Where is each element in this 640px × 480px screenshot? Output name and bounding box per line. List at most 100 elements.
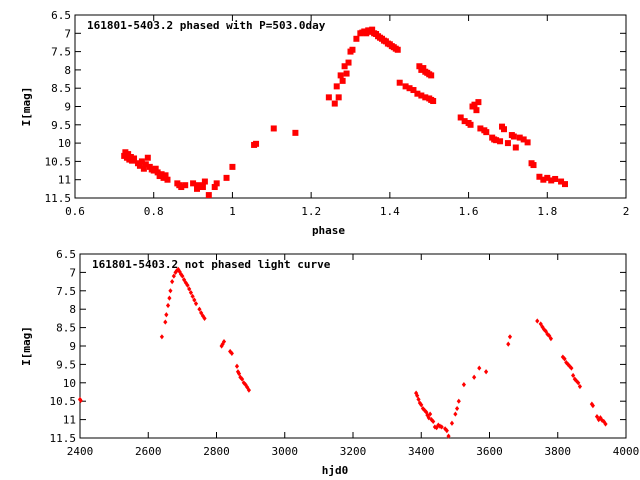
x-tick-label: 3400 bbox=[408, 445, 435, 458]
data-point bbox=[211, 184, 218, 191]
data-point bbox=[543, 328, 548, 334]
data-point bbox=[449, 420, 455, 426]
data-point bbox=[140, 165, 147, 172]
data-point bbox=[142, 161, 149, 168]
x-tick-label: 1.2 bbox=[301, 205, 321, 218]
data-point bbox=[510, 133, 517, 140]
data-point bbox=[516, 134, 523, 141]
y-tick-label: 9 bbox=[69, 340, 76, 353]
data-point bbox=[221, 338, 227, 345]
data-point bbox=[335, 94, 342, 101]
data-point bbox=[349, 46, 356, 53]
y-tick-label: 10.5 bbox=[50, 395, 77, 408]
data-point bbox=[456, 398, 461, 404]
x-tick-label: 2600 bbox=[135, 445, 162, 458]
data-point bbox=[144, 154, 151, 161]
y-tick-label: 11 bbox=[63, 414, 76, 427]
data-point bbox=[493, 137, 500, 144]
x-tick-label: 1.4 bbox=[380, 205, 400, 218]
data-point bbox=[192, 297, 197, 303]
data-point bbox=[199, 184, 206, 191]
data-point bbox=[325, 94, 332, 101]
data-point bbox=[562, 356, 567, 362]
y-tick-label: 8.5 bbox=[56, 322, 76, 335]
data-point bbox=[461, 118, 468, 125]
data-point bbox=[429, 417, 434, 423]
unphased-chart-points bbox=[77, 266, 608, 439]
data-point bbox=[507, 334, 513, 340]
data-point bbox=[163, 319, 168, 325]
data-point bbox=[353, 35, 360, 42]
phased-chart-points bbox=[121, 26, 568, 199]
data-point bbox=[200, 313, 205, 319]
data-point bbox=[601, 418, 606, 425]
unphased-chart-y-label: I[mag] bbox=[20, 326, 33, 366]
y-tick-label: 8.5 bbox=[51, 82, 71, 95]
phased-chart-x-label: phase bbox=[312, 224, 345, 237]
x-tick-label: 3600 bbox=[476, 445, 503, 458]
x-tick-label: 3800 bbox=[545, 445, 572, 458]
data-point bbox=[337, 72, 344, 79]
x-tick-label: 2400 bbox=[67, 445, 94, 458]
data-point bbox=[420, 65, 427, 72]
data-point bbox=[598, 415, 603, 421]
y-tick-label: 6.5 bbox=[56, 248, 76, 261]
data-point bbox=[444, 428, 449, 434]
data-point bbox=[197, 306, 202, 312]
phased-chart-x-axis: 0.6 0.8 1 1.2 1.4 1.6 1.8 2 bbox=[65, 15, 629, 218]
data-point bbox=[193, 301, 199, 307]
data-point bbox=[432, 424, 437, 430]
data-point bbox=[453, 411, 458, 417]
y-tick-label: 7.5 bbox=[51, 46, 71, 59]
data-point bbox=[178, 184, 185, 191]
y-tick-label: 11 bbox=[58, 174, 71, 187]
data-point bbox=[396, 79, 403, 86]
data-point bbox=[241, 380, 246, 386]
data-point bbox=[182, 182, 189, 189]
data-point bbox=[170, 279, 175, 285]
data-point bbox=[548, 336, 554, 342]
data-point bbox=[410, 87, 417, 94]
data-point bbox=[180, 273, 185, 279]
data-point bbox=[484, 369, 489, 375]
phased-chart-y-label: I[mag] bbox=[20, 87, 33, 127]
data-point bbox=[194, 185, 201, 192]
data-point bbox=[138, 158, 145, 165]
data-point bbox=[167, 295, 172, 301]
data-point bbox=[497, 138, 504, 145]
data-point bbox=[475, 99, 482, 106]
data-point bbox=[418, 92, 425, 99]
data-point bbox=[171, 273, 176, 279]
y-tick-label: 7 bbox=[69, 266, 76, 279]
data-point bbox=[369, 26, 376, 33]
data-point bbox=[202, 315, 207, 321]
data-point bbox=[236, 371, 242, 377]
y-tick-label: 6.5 bbox=[51, 9, 71, 22]
data-point bbox=[577, 383, 583, 390]
data-point bbox=[165, 302, 171, 309]
y-tick-label: 10 bbox=[63, 377, 76, 390]
data-point bbox=[201, 178, 208, 185]
data-point bbox=[430, 98, 437, 105]
data-point bbox=[416, 396, 421, 402]
data-point bbox=[406, 85, 413, 92]
data-point bbox=[477, 365, 482, 371]
unphased-chart-x-axis: 2400 2600 2800 3000 3200 3400 3600 3800 4000 bbox=[67, 254, 639, 458]
data-point bbox=[228, 348, 233, 355]
data-point bbox=[542, 326, 547, 333]
data-point bbox=[414, 90, 421, 97]
data-point bbox=[446, 433, 451, 439]
data-point bbox=[590, 403, 595, 409]
data-point bbox=[154, 169, 161, 176]
data-point bbox=[159, 334, 164, 340]
data-point bbox=[345, 59, 352, 66]
data-point bbox=[524, 139, 531, 146]
data-point bbox=[152, 165, 159, 172]
data-point bbox=[536, 173, 543, 180]
data-point bbox=[339, 77, 346, 84]
data-point bbox=[162, 172, 169, 179]
data-point bbox=[589, 401, 594, 407]
data-point bbox=[603, 421, 608, 427]
y-tick-label: 7 bbox=[64, 27, 71, 40]
